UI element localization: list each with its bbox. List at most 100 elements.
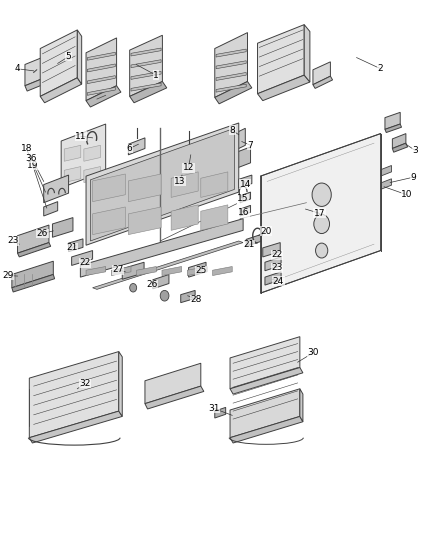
Polygon shape — [153, 274, 169, 289]
Polygon shape — [240, 192, 251, 203]
Polygon shape — [258, 75, 310, 101]
Polygon shape — [80, 219, 243, 277]
Text: 4: 4 — [15, 64, 20, 73]
Text: 21: 21 — [243, 240, 254, 249]
Text: 18: 18 — [21, 144, 32, 153]
Polygon shape — [265, 257, 281, 271]
Polygon shape — [246, 235, 261, 246]
Polygon shape — [111, 266, 131, 276]
Text: 26: 26 — [146, 280, 158, 289]
Text: 26: 26 — [37, 229, 48, 238]
Polygon shape — [44, 201, 58, 216]
Polygon shape — [239, 175, 252, 188]
Text: 15: 15 — [237, 194, 249, 203]
Polygon shape — [130, 82, 167, 103]
Polygon shape — [216, 84, 246, 92]
Polygon shape — [313, 62, 330, 85]
Text: 30: 30 — [307, 348, 319, 357]
Polygon shape — [237, 147, 251, 168]
Text: 31: 31 — [208, 404, 219, 413]
Text: 21: 21 — [67, 244, 78, 253]
Text: 6: 6 — [127, 144, 133, 153]
Text: 22: 22 — [80, 259, 91, 267]
Polygon shape — [145, 364, 201, 403]
Polygon shape — [130, 35, 162, 96]
Polygon shape — [131, 71, 161, 79]
Polygon shape — [131, 60, 161, 68]
Polygon shape — [25, 78, 47, 91]
Polygon shape — [12, 274, 55, 292]
Polygon shape — [64, 146, 81, 161]
Polygon shape — [72, 251, 92, 265]
Polygon shape — [201, 172, 228, 197]
Polygon shape — [25, 56, 45, 86]
Polygon shape — [87, 76, 115, 84]
Polygon shape — [187, 266, 207, 276]
Text: 1: 1 — [153, 70, 159, 79]
Polygon shape — [215, 33, 247, 98]
Polygon shape — [215, 82, 252, 104]
Polygon shape — [44, 175, 69, 203]
Polygon shape — [265, 272, 281, 285]
Polygon shape — [180, 147, 198, 166]
Polygon shape — [230, 389, 300, 438]
Polygon shape — [92, 241, 243, 289]
Circle shape — [130, 284, 137, 292]
Text: 7: 7 — [247, 141, 254, 150]
Polygon shape — [216, 72, 246, 80]
Polygon shape — [181, 290, 195, 303]
Text: 36: 36 — [26, 154, 37, 163]
Text: 23: 23 — [272, 263, 283, 272]
Text: 32: 32 — [79, 379, 91, 388]
Polygon shape — [128, 174, 161, 201]
Polygon shape — [189, 262, 206, 277]
Polygon shape — [128, 207, 161, 235]
Circle shape — [312, 183, 331, 206]
Text: 9: 9 — [410, 173, 416, 182]
Polygon shape — [261, 134, 381, 293]
Text: 10: 10 — [401, 190, 413, 199]
Polygon shape — [234, 128, 245, 151]
Text: 13: 13 — [174, 177, 186, 186]
Polygon shape — [84, 166, 100, 182]
Polygon shape — [86, 123, 239, 245]
Polygon shape — [230, 416, 303, 443]
Text: 2: 2 — [378, 64, 383, 73]
Circle shape — [315, 243, 328, 258]
Polygon shape — [122, 262, 144, 279]
Polygon shape — [53, 217, 73, 237]
Text: 22: 22 — [272, 251, 283, 260]
Polygon shape — [215, 407, 226, 418]
Polygon shape — [131, 48, 161, 56]
Polygon shape — [162, 266, 182, 276]
Polygon shape — [18, 225, 49, 253]
Polygon shape — [304, 25, 310, 82]
Polygon shape — [230, 368, 303, 394]
Polygon shape — [385, 124, 402, 133]
Polygon shape — [300, 389, 303, 422]
Text: 27: 27 — [112, 265, 124, 274]
Polygon shape — [171, 172, 198, 197]
Text: 25: 25 — [195, 266, 206, 275]
Polygon shape — [313, 76, 332, 88]
Polygon shape — [92, 174, 125, 201]
Polygon shape — [61, 124, 106, 188]
Polygon shape — [78, 30, 81, 84]
Polygon shape — [64, 166, 81, 182]
Polygon shape — [230, 337, 300, 389]
Polygon shape — [29, 411, 122, 443]
Polygon shape — [137, 266, 156, 276]
Text: 28: 28 — [191, 295, 202, 304]
Text: 3: 3 — [413, 146, 418, 155]
Polygon shape — [86, 86, 121, 107]
Polygon shape — [201, 205, 228, 230]
Text: 5: 5 — [66, 52, 71, 61]
Text: 24: 24 — [273, 277, 284, 286]
Polygon shape — [131, 83, 161, 91]
Polygon shape — [212, 266, 232, 276]
Polygon shape — [240, 205, 251, 216]
Polygon shape — [40, 30, 78, 96]
Polygon shape — [87, 87, 115, 95]
Polygon shape — [84, 146, 100, 161]
Text: 14: 14 — [240, 180, 251, 189]
